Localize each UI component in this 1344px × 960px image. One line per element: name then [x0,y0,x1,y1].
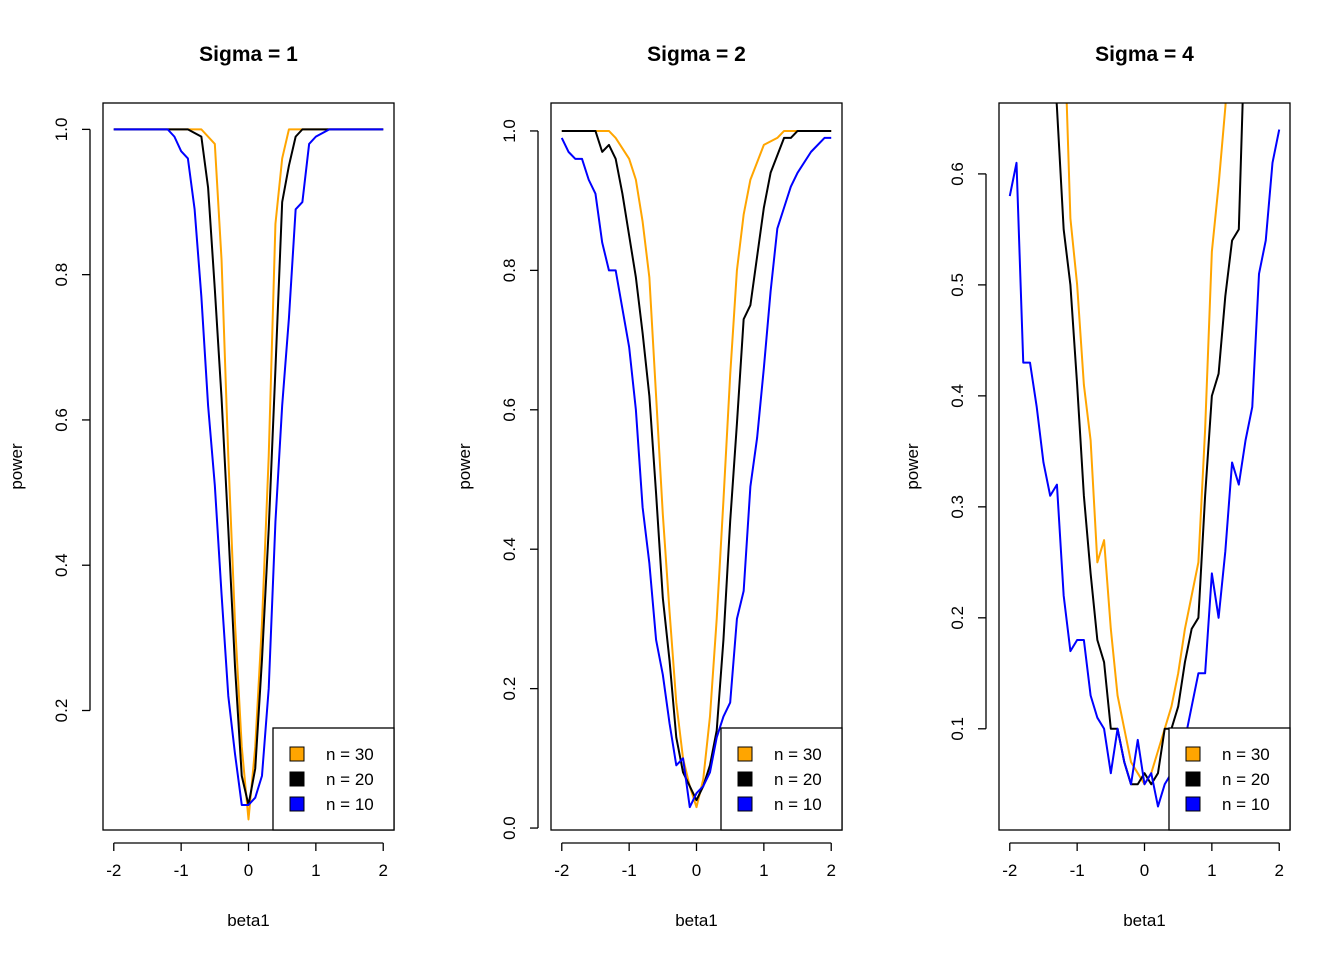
x-axis-label: beta1 [1123,911,1166,930]
x-tick-label: -1 [622,861,637,880]
chart-title: Sigma = 4 [1095,43,1194,66]
legend-label: n = 30 [1222,745,1270,764]
legend-swatch [289,746,305,762]
legend-label: n = 10 [1222,795,1270,814]
legend-swatch [1185,771,1201,787]
x-tick-label: 2 [826,861,835,880]
chart-title: Sigma = 2 [647,43,746,66]
legend-label: n = 10 [774,795,822,814]
x-tick-label: -1 [174,861,189,880]
y-tick-label: 0.0 [500,816,519,840]
series-line-n10 [1008,129,1281,808]
plot-frame [550,102,843,831]
legend: n = 30 n = 20 n = 10 [720,727,843,831]
legend-swatch [1185,796,1201,812]
series-line-n30 [113,128,384,821]
y-axis-label: power [7,443,26,490]
x-tick-label: 0 [244,861,253,880]
series-line-n20 [561,129,832,802]
y-tick-label: 0.6 [52,408,71,432]
y-axis-label: power [455,443,474,490]
y-tick-label: 0.5 [948,273,967,297]
series-line-n30 [1065,103,1227,786]
y-tick-label: 0.8 [500,259,519,283]
x-tick-label: 2 [378,861,387,880]
series-line-n30 [561,129,832,809]
x-tick-label: 0 [692,861,701,880]
series-line-n10 [113,128,384,806]
y-tick-label: 0.4 [948,384,967,408]
legend-label: n = 30 [774,745,822,764]
x-tick-label: -2 [1002,861,1017,880]
plot-frame [998,102,1291,831]
x-tick-label: 1 [1207,861,1216,880]
y-tick-label: 0.2 [500,677,519,701]
chart-title: Sigma = 1 [199,43,298,66]
x-tick-label: -2 [554,861,569,880]
x-axis-label: beta1 [227,911,270,930]
y-tick-label: 0.4 [500,537,519,561]
legend-label: n = 10 [326,795,374,814]
x-axis-label: beta1 [675,911,718,930]
x-tick-label: 2 [1274,861,1283,880]
panel-sigma-2: Sigma = 2 beta1 power -2 -1 0 1 2 0.0 0.2 0.4 0.… [455,43,843,930]
x-tick-label: 0 [1140,861,1149,880]
series-line-n20 [113,128,384,806]
y-tick-label: 1.0 [500,119,519,143]
x-tick-label: 1 [759,861,768,880]
y-tick-label: 0.6 [500,398,519,422]
legend-label: n = 30 [326,745,374,764]
series-line-n20 [1055,103,1244,786]
legend: n = 30 n = 20 n = 10 [272,727,395,831]
y-tick-label: 0.6 [948,162,967,186]
legend-label: n = 20 [774,770,822,789]
legend-label: n = 20 [326,770,374,789]
plot-frame [102,102,395,831]
x-tick-label: -1 [1070,861,1085,880]
legend-label: n = 20 [1222,770,1270,789]
panel-sigma-4: Sigma = 4 beta1 power -2 -1 0 1 2 0.1 0.2 0.3 0.… [903,43,1291,930]
x-tick-label: 1 [311,861,320,880]
y-tick-label: 0.2 [52,699,71,723]
y-axis-label: power [903,443,922,490]
y-tick-label: 0.8 [52,263,71,287]
y-tick-label: 0.2 [948,606,967,630]
y-tick-label: 0.4 [52,553,71,577]
legend-swatch [1185,746,1201,762]
legend-swatch [737,796,753,812]
series-line-n10 [560,136,832,809]
y-tick-label: 0.1 [948,717,967,741]
legend-swatch [737,771,753,787]
x-tick-label: -2 [106,861,121,880]
legend-swatch [289,796,305,812]
y-tick-label: 0.3 [948,495,967,519]
y-tick-label: 1.0 [52,118,71,142]
legend-swatch [737,746,753,762]
legend: n = 30 n = 20 n = 10 [1168,727,1291,831]
legend-swatch [289,771,305,787]
panel-sigma-1: Sigma = 1 beta1 power -2 -1 0 1 2 0.2 0.4 0.6 0.… [7,43,395,930]
